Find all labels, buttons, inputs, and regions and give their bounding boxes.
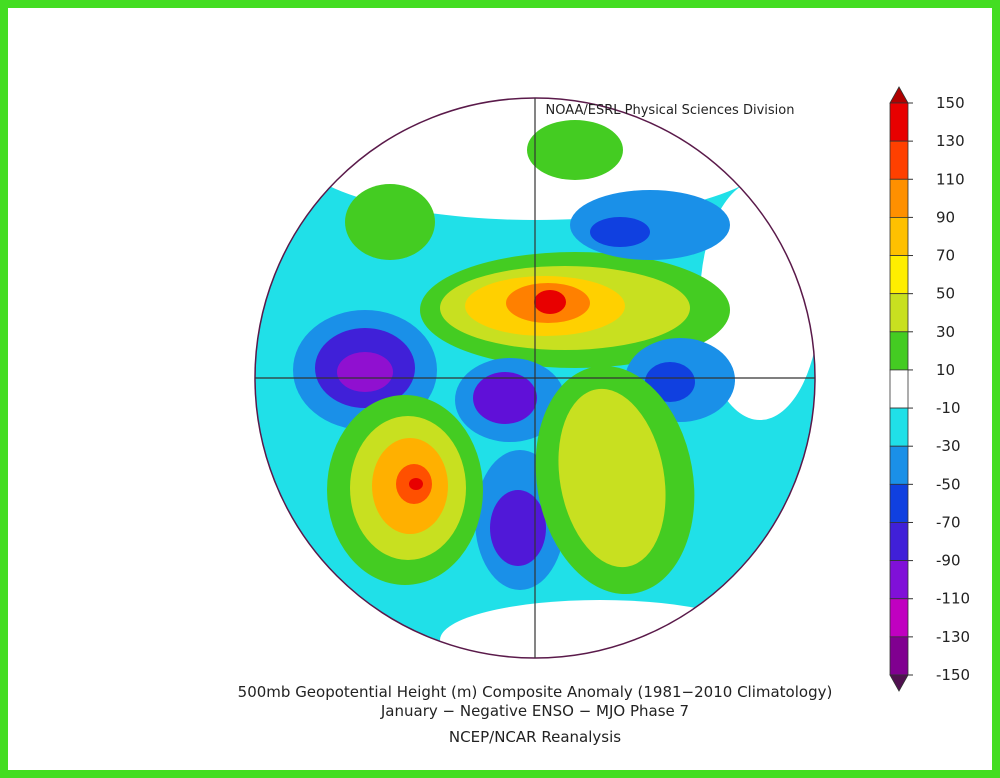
positive-area [534,290,566,314]
colorbar-label: -130 [936,628,970,646]
negative-area [590,217,650,247]
negative-area [337,352,393,392]
title: January − Negative ENSO − MJO Phase 7 [380,702,689,720]
colorbar-band [889,255,909,295]
negative-area [473,372,537,424]
colorbar-label: 130 [936,132,965,150]
colorbar-band [889,483,909,523]
colorbar-band [889,407,909,447]
positive-area [409,478,423,490]
colorbar-band [889,293,909,333]
colorbar-band [889,560,909,600]
colorbar-label: -10 [936,399,961,417]
anomaly-field [255,98,815,658]
colorbar-label: -110 [936,590,970,608]
colorbar-label: -150 [936,666,970,684]
colorbar-band [889,369,909,409]
colorbar: 150 130 110 90 70 50 30 10 -10 -30 -50 -70 -90 -110 -1… [889,86,970,692]
colorbar-band [889,216,909,256]
positive-area [527,120,623,180]
source: NCEP/NCAR Reanalysis [449,728,621,746]
colorbar-label: -50 [936,475,961,493]
colorbar-label: 110 [936,170,965,188]
colorbar-band [889,178,909,218]
negative-area [490,490,546,566]
title: 500mb Geopotential Height (m) Composite … [238,683,833,701]
colorbar-band [889,445,909,485]
positive-area [345,184,435,260]
colorbar-band [889,598,909,638]
colorbar-band [889,331,909,371]
negative-area [645,362,695,402]
colorbar-label: 50 [936,285,955,303]
colorbar-label: -90 [936,552,961,570]
positive-area [558,388,666,568]
colorbar-label: -70 [936,513,961,531]
colorbar-label: 90 [936,208,955,226]
colorbar-label: -30 [936,437,961,455]
colorbar-label: 150 [936,94,965,112]
colorbar-label: 10 [936,361,955,379]
credit: NOAA/ESRL Physical Sciences Division [546,103,795,118]
colorbar-extend [889,674,909,692]
colorbar-extend [889,86,909,104]
neutral-area [440,600,760,658]
colorbar-band [889,522,909,562]
colorbar-label: 30 [936,323,955,341]
colorbar-band [889,140,909,180]
colorbar-label: 70 [936,247,955,265]
colorbar-band [889,636,909,676]
colorbar-band [889,102,909,142]
